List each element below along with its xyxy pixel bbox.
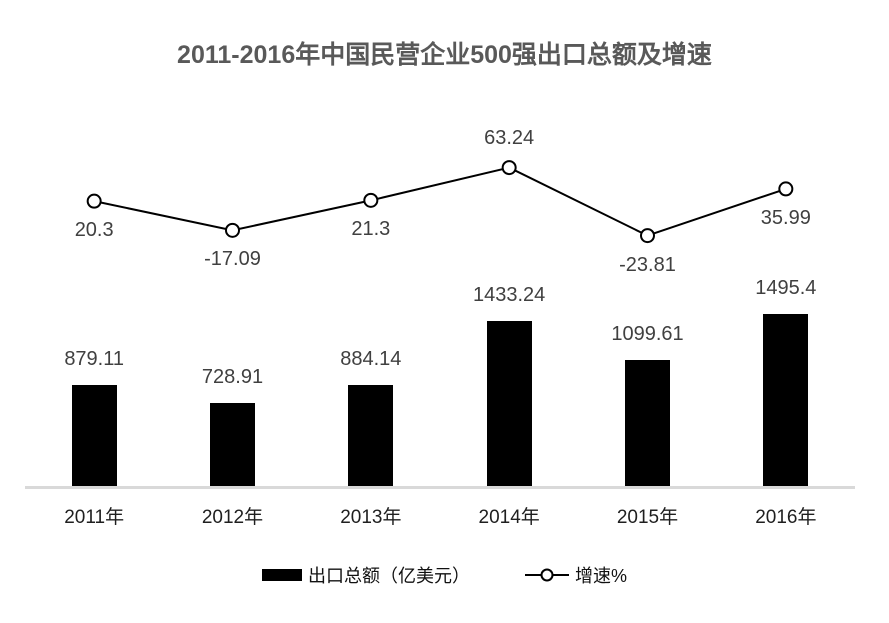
bar-2011年 <box>71 385 117 487</box>
line-marker <box>86 193 102 209</box>
x-tick-label: 2015年 <box>616 507 679 528</box>
bar-2016年 <box>763 314 809 487</box>
bar-value-label: 1495.4 <box>755 277 817 300</box>
bar-value-label: 728.91 <box>201 365 264 388</box>
bar-2013年 <box>348 384 394 487</box>
line-value-label: 21.3 <box>351 218 391 241</box>
bar-value-label: 884.14 <box>340 347 402 370</box>
line-marker <box>225 222 240 238</box>
x-tick-label: 2012年 <box>201 507 264 528</box>
x-tick-label: 2014年 <box>478 507 540 528</box>
line-value-label: 20.3 <box>74 219 114 242</box>
bar-2015年 <box>625 359 670 487</box>
growth-rate-line <box>93 166 787 237</box>
line-marker <box>640 228 655 244</box>
legend: 出口总额（亿美元） 增速% <box>0 562 889 588</box>
line-series-marker-icon <box>524 568 569 582</box>
legend-label-export-total: 出口总额（亿美元） <box>307 566 470 586</box>
bar-value-label: 879.11 <box>64 348 124 371</box>
chart-title: 2011-2016年中国民营企业500强出口总额及增速 <box>177 41 712 69</box>
bar-value-label: 1433.24 <box>473 284 546 307</box>
legend-item-growth-rate: 增速% <box>524 562 627 588</box>
x-tick-label: 2011年 <box>64 507 125 528</box>
bar-2014年 <box>486 321 532 487</box>
line-value-label: 35.99 <box>760 206 811 229</box>
line-value-label: 63.24 <box>484 126 535 149</box>
x-tick-label: 2016年 <box>755 507 817 528</box>
bar-series-swatch <box>261 569 302 581</box>
bar-2012年 <box>210 402 255 487</box>
line-marker <box>778 181 794 197</box>
legend-label-growth-rate: 增速% <box>574 566 627 586</box>
x-axis-line <box>25 486 855 489</box>
line-marker <box>363 192 379 208</box>
line-value-label: -23.81 <box>619 253 676 276</box>
legend-item-export-total: 出口总额（亿美元） <box>261 562 470 588</box>
x-tick-label: 2013年 <box>340 507 402 528</box>
line-value-label: -17.09 <box>204 248 261 271</box>
line-marker <box>501 160 517 176</box>
bar-value-label: 1099.61 <box>611 322 684 345</box>
